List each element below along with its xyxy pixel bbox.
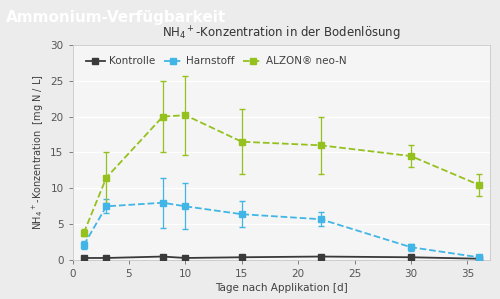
Title: NH$_4$$^+$-Konzentration in der Bodenlösung: NH$_4$$^+$-Konzentration in der Bodenlös… [162, 25, 400, 43]
X-axis label: Tage nach Applikation [d]: Tage nach Applikation [d] [215, 283, 348, 293]
Legend: Kontrolle, Harnstoff, ALZON® neo-N: Kontrolle, Harnstoff, ALZON® neo-N [82, 52, 351, 71]
Y-axis label: NH$_4$$^+$-Konzentration  [mg N / L]: NH$_4$$^+$-Konzentration [mg N / L] [31, 75, 46, 230]
Text: Ammonium-Verfügbarkeit: Ammonium-Verfügbarkeit [6, 10, 226, 25]
